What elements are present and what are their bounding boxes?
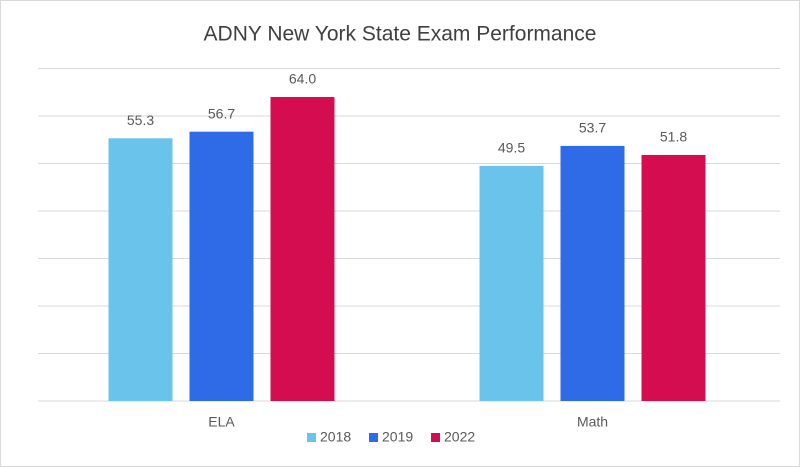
legend-swatch bbox=[431, 433, 440, 442]
legend-swatch bbox=[307, 433, 316, 442]
value-label: 55.3 bbox=[127, 112, 154, 128]
bar bbox=[108, 138, 173, 401]
bar bbox=[641, 154, 706, 401]
value-label: 56.7 bbox=[208, 105, 235, 121]
bar bbox=[479, 165, 544, 401]
legend-label: 2018 bbox=[320, 429, 351, 445]
legend-label: 2019 bbox=[382, 429, 413, 445]
value-label: 53.7 bbox=[579, 120, 606, 136]
legend-swatch bbox=[369, 433, 378, 442]
value-label: 51.8 bbox=[660, 129, 687, 145]
bar bbox=[560, 145, 625, 401]
x-tick-label: Math bbox=[577, 414, 608, 430]
value-label: 64.0 bbox=[289, 71, 316, 87]
x-tick-label: ELA bbox=[208, 414, 235, 430]
chart-title: ADNY New York State Exam Performance bbox=[204, 23, 597, 46]
legend-label: 2022 bbox=[444, 429, 475, 445]
value-label: 49.5 bbox=[498, 140, 525, 156]
bar bbox=[270, 97, 335, 401]
bar bbox=[189, 131, 254, 402]
